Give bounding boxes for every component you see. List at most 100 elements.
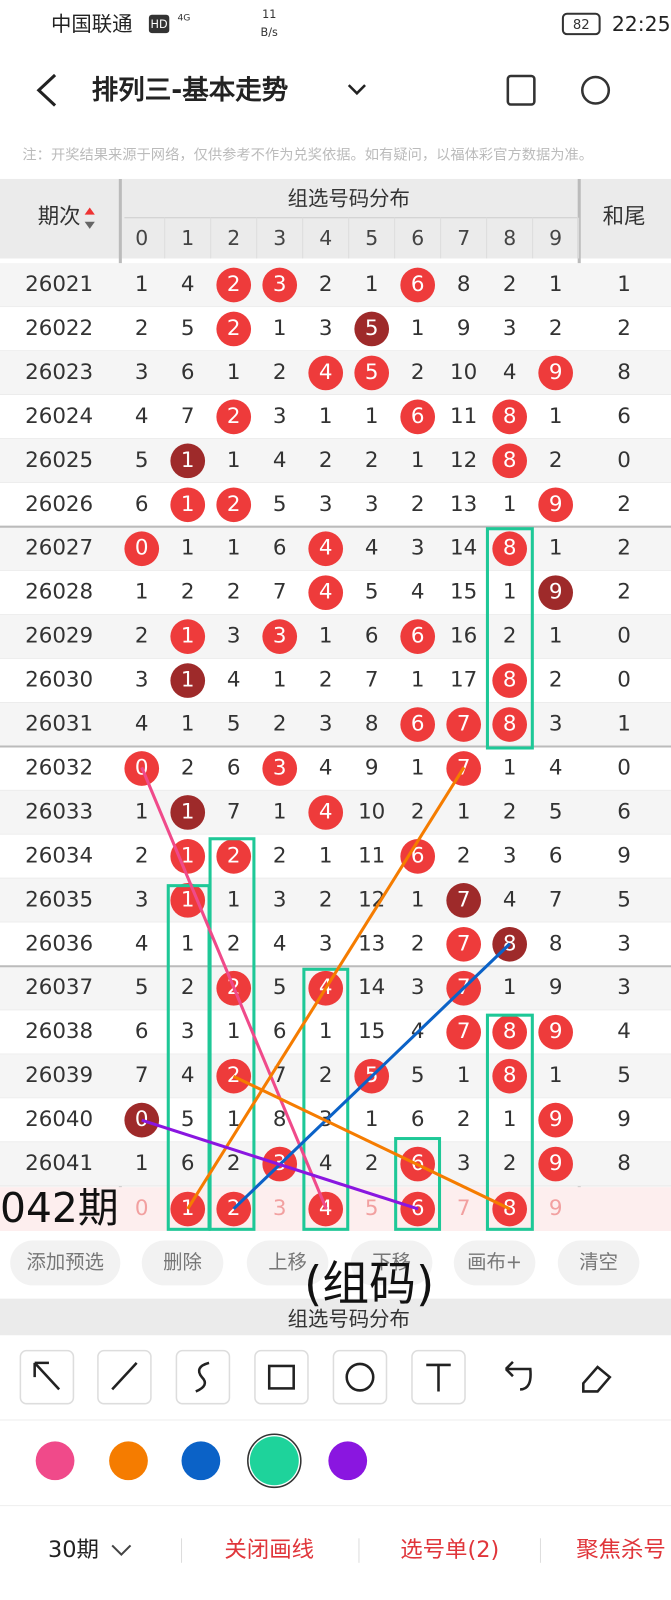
cell: 8 bbox=[503, 668, 517, 693]
tool-undo[interactable] bbox=[504, 1360, 532, 1391]
cell: 1 bbox=[181, 887, 195, 912]
cell: 2 bbox=[319, 668, 333, 693]
tail: 4 bbox=[617, 1019, 631, 1044]
tool-rect bbox=[267, 1364, 295, 1390]
icon-share[interactable] bbox=[581, 75, 611, 105]
cell: 9 bbox=[549, 580, 563, 605]
digit-header: 5 bbox=[365, 226, 378, 250]
toolbar-button[interactable] bbox=[350, 1240, 433, 1286]
preview-cell: 0 bbox=[135, 1196, 149, 1221]
time: 22:25 bbox=[612, 12, 671, 36]
cell: 6 bbox=[411, 1107, 425, 1132]
box bbox=[485, 1013, 534, 1231]
speed-unit: B/s bbox=[261, 26, 278, 39]
tool[interactable] bbox=[19, 1349, 75, 1405]
toolbar-button[interactable] bbox=[557, 1240, 640, 1286]
cell: 2 bbox=[181, 755, 195, 780]
tail: 0 bbox=[617, 755, 631, 780]
cell: 9 bbox=[549, 1107, 563, 1132]
toolbar-label: 上移 bbox=[268, 1250, 307, 1273]
digit-header: 2 bbox=[227, 226, 240, 250]
row-bg bbox=[0, 878, 671, 923]
cell: 6 bbox=[181, 360, 195, 385]
cell: 2 bbox=[411, 360, 425, 385]
row-bg bbox=[0, 1054, 671, 1099]
sort-down[interactable] bbox=[84, 221, 95, 229]
tail: 6 bbox=[617, 404, 631, 429]
tail: 0 bbox=[617, 668, 631, 693]
cell: 1 bbox=[227, 448, 241, 473]
cell: 3 bbox=[273, 272, 287, 297]
tool-eraser[interactable] bbox=[582, 1365, 612, 1393]
pick-list[interactable]: 选号单(2) bbox=[400, 1537, 499, 1563]
tool[interactable] bbox=[97, 1349, 152, 1405]
cell: 1 bbox=[273, 668, 287, 693]
ball bbox=[262, 751, 298, 786]
cell: 4 bbox=[273, 931, 287, 956]
swatch[interactable] bbox=[109, 1441, 148, 1481]
back[interactable] bbox=[36, 73, 57, 107]
tool[interactable] bbox=[254, 1349, 309, 1405]
toolbar-button[interactable] bbox=[246, 1240, 329, 1286]
cell: 2 bbox=[411, 799, 425, 824]
cell: 2 bbox=[457, 1107, 471, 1132]
cell: 1 bbox=[181, 624, 195, 649]
toolbar-label: 画布+ bbox=[467, 1250, 522, 1273]
period-select[interactable]: 30期 bbox=[48, 1537, 99, 1563]
cell: 4 bbox=[135, 931, 149, 956]
toolbar-button[interactable] bbox=[10, 1240, 121, 1286]
tail: 9 bbox=[617, 1107, 631, 1132]
cell: 1 bbox=[181, 536, 195, 561]
tool[interactable] bbox=[332, 1349, 388, 1405]
sort-up[interactable] bbox=[84, 207, 95, 215]
tail: 2 bbox=[617, 316, 631, 341]
cell: 5 bbox=[181, 316, 195, 341]
tool[interactable] bbox=[175, 1349, 231, 1405]
cell: 5 bbox=[135, 448, 149, 473]
cell: 2 bbox=[135, 843, 149, 868]
cell: 1 bbox=[503, 580, 517, 605]
tail: 8 bbox=[617, 1151, 631, 1176]
issue: 26027 bbox=[25, 536, 93, 561]
cell: 14 bbox=[358, 975, 385, 1000]
ball bbox=[492, 663, 528, 698]
toolbar-button[interactable] bbox=[141, 1240, 224, 1286]
swatch[interactable] bbox=[328, 1441, 368, 1481]
focus[interactable]: 聚焦杀号 bbox=[576, 1537, 666, 1563]
box bbox=[485, 527, 534, 750]
cell: 3 bbox=[457, 1151, 471, 1176]
cell: 2 bbox=[227, 316, 241, 341]
swatch[interactable] bbox=[249, 1436, 299, 1486]
cell: 8 bbox=[503, 1063, 517, 1088]
nav-title[interactable]: 排列三-基本走势 bbox=[92, 75, 289, 106]
cell: 4 bbox=[319, 536, 333, 561]
cell: 6 bbox=[411, 712, 425, 737]
cell: 3 bbox=[135, 668, 149, 693]
cell: 1 bbox=[181, 843, 195, 868]
ball bbox=[492, 707, 528, 742]
cell: 6 bbox=[135, 492, 149, 517]
cell: 0 bbox=[135, 536, 149, 561]
icon-device[interactable] bbox=[506, 74, 536, 106]
ball bbox=[262, 267, 298, 303]
cell: 1 bbox=[365, 272, 379, 297]
cell: 3 bbox=[273, 404, 287, 429]
cell: 7 bbox=[135, 1063, 149, 1088]
cell: 7 bbox=[457, 887, 471, 912]
cell: 1 bbox=[411, 755, 425, 780]
close-draw[interactable]: 关闭画线 bbox=[224, 1537, 314, 1563]
swatch[interactable] bbox=[181, 1441, 221, 1481]
ball bbox=[492, 531, 528, 567]
cell: 6 bbox=[273, 536, 287, 561]
ball bbox=[308, 575, 344, 611]
toolbar-button[interactable] bbox=[453, 1240, 536, 1286]
cell: 16 bbox=[450, 624, 477, 649]
cell: 1 bbox=[227, 1107, 241, 1132]
dropdown[interactable] bbox=[347, 84, 366, 96]
swatch[interactable] bbox=[35, 1441, 75, 1481]
cell: 2 bbox=[549, 316, 563, 341]
ball bbox=[308, 531, 344, 567]
cell: 6 bbox=[411, 624, 425, 649]
tool[interactable] bbox=[411, 1349, 466, 1405]
issue: 26023 bbox=[25, 360, 93, 385]
